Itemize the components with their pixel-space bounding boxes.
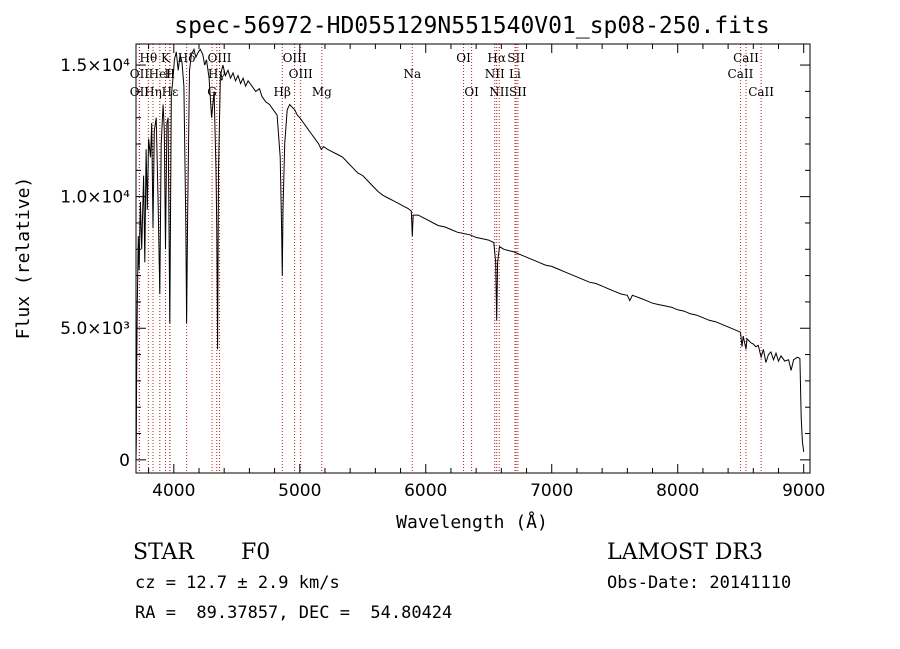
line-marker-label: Hθ	[139, 51, 157, 65]
object-type: STAR	[133, 540, 194, 565]
line-marker-label: OI	[456, 51, 471, 65]
line-marker-label: G	[207, 85, 217, 99]
line-marker-label: OIII	[283, 51, 307, 65]
line-marker-label: CaII	[733, 51, 759, 65]
line-marker-label: SII	[507, 51, 525, 65]
x-axis-label: Wavelength (Å)	[396, 511, 548, 533]
coordinates: RA = 89.37857, DEC = 54.80424	[135, 603, 453, 623]
y-tick-label: 0	[119, 451, 130, 471]
survey-name: LAMOST DR3	[607, 540, 763, 565]
x-tick-label: 5000	[278, 481, 321, 501]
line-marker-label: SII	[509, 85, 527, 99]
line-marker-label: CaII	[748, 85, 774, 99]
spectral-subclass: F0	[241, 540, 271, 565]
line-marker-label: NII	[489, 85, 509, 99]
x-tick-label: 7000	[530, 481, 573, 501]
redshift-text: cz = 12.7 ± 2.9 km/s	[135, 573, 340, 593]
y-tick-label: 1.0×10⁴	[60, 188, 130, 208]
line-marker-label: Hα	[487, 51, 506, 65]
y-axis-label: Flux (relative)	[13, 177, 34, 340]
line-marker-label: Hε	[162, 85, 179, 99]
y-tick-label: 5.0×10³	[60, 319, 130, 339]
spectrum-chart: spec-56972-HD055129N551540V01_sp08-250.f…	[13, 13, 825, 533]
line-marker-label: Hη	[144, 85, 162, 99]
line-marker-layer: HθOIIOIIHηHeIKHHεHδGOIIIHγHβOIIIOIIIMgNa…	[130, 44, 774, 473]
axis-ticks: 4000 5000 6000 7000 8000 9000 0 5.0×10³ 1.0×10⁴ 1…	[60, 44, 825, 501]
x-tick-label: 6000	[404, 481, 447, 501]
line-marker-label: OIII	[207, 51, 231, 65]
obs-date: Obs-Date: 20141110	[607, 573, 792, 593]
line-marker-label: Na	[403, 67, 421, 81]
plot-frame	[135, 43, 811, 474]
chart-title: spec-56972-HD055129N551540V01_sp08-250.f…	[174, 13, 769, 39]
line-marker-label: NII	[485, 67, 505, 81]
x-tick-label: 8000	[656, 481, 699, 501]
y-tick-label: 1.5×10⁴	[60, 56, 130, 76]
line-marker-label: OI	[464, 85, 479, 99]
line-marker-label: K	[161, 51, 171, 65]
line-marker-label: Hβ	[274, 85, 291, 99]
line-marker-label: OIII	[289, 67, 313, 81]
line-marker-label: OII	[130, 85, 150, 99]
line-marker-label: Li	[509, 67, 521, 81]
x-tick-label: 4000	[152, 481, 195, 501]
spectrum-line	[135, 47, 805, 460]
line-marker-label: Mg	[312, 85, 332, 99]
line-marker-label: Hγ	[208, 67, 226, 81]
line-marker-label: CaII	[728, 67, 754, 81]
x-tick-label: 9000	[782, 481, 825, 501]
